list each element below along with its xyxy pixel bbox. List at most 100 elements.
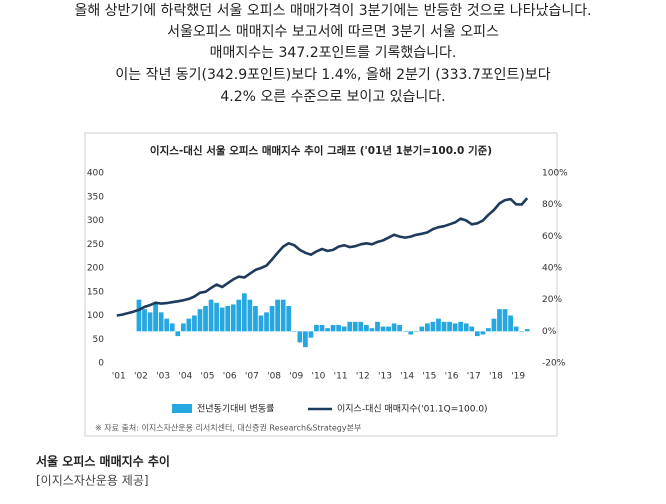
bar bbox=[297, 331, 303, 343]
article-line: 매매지수는 347.2포인트를 기록했습니다. bbox=[210, 45, 457, 61]
bar bbox=[425, 323, 430, 332]
bar bbox=[308, 331, 314, 338]
bar bbox=[508, 315, 513, 332]
bar bbox=[491, 318, 497, 332]
bar bbox=[319, 325, 325, 332]
bar bbox=[203, 306, 208, 332]
chart-frame bbox=[84, 132, 558, 437]
y-tick-label: 250 bbox=[87, 240, 104, 250]
bar bbox=[369, 328, 375, 332]
y-tick-label: 100 bbox=[87, 311, 104, 321]
x-tick-label: '10 bbox=[311, 372, 325, 382]
bar bbox=[375, 321, 380, 332]
bar bbox=[180, 323, 186, 332]
y-tick-label: 0 bbox=[98, 359, 104, 369]
bar bbox=[413, 331, 419, 332]
y2-tick-label: 40% bbox=[542, 264, 562, 274]
bar bbox=[247, 299, 253, 332]
y2-tick-label: 60% bbox=[542, 232, 562, 242]
bar bbox=[441, 321, 447, 332]
bar bbox=[497, 309, 502, 332]
x-tick-label: '13 bbox=[378, 372, 392, 382]
x-tick-label: '19 bbox=[511, 372, 525, 382]
y2-tick-label: 20% bbox=[542, 295, 562, 305]
bar bbox=[380, 326, 386, 332]
bar bbox=[391, 323, 397, 332]
bar bbox=[524, 329, 530, 332]
bar bbox=[230, 304, 236, 332]
bar bbox=[480, 331, 486, 335]
bar bbox=[142, 309, 147, 332]
x-tick-label: '18 bbox=[489, 372, 503, 382]
x-tick-label: '08 bbox=[267, 372, 281, 382]
bar bbox=[452, 323, 458, 332]
chart-title: 이지스-대신 서울 오피스 매매지수 추이 그래프 ('01년 1분기=100.… bbox=[150, 144, 492, 157]
bar bbox=[397, 325, 403, 332]
bar bbox=[253, 306, 258, 332]
bar bbox=[314, 325, 319, 332]
bar bbox=[197, 309, 203, 332]
y2-tick-label: -20% bbox=[542, 359, 566, 369]
bar bbox=[341, 326, 347, 332]
bar bbox=[463, 323, 469, 332]
bar bbox=[175, 331, 181, 337]
bar bbox=[408, 331, 414, 335]
bar bbox=[208, 299, 214, 332]
x-tick-label: '14 bbox=[400, 372, 414, 382]
article-line: 4.2% 오른 수준으로 보이고 있습니다. bbox=[220, 89, 445, 105]
x-tick-label: '07 bbox=[245, 372, 259, 382]
bar bbox=[158, 312, 164, 332]
y2-tick-label: 0% bbox=[542, 327, 557, 337]
bar bbox=[352, 321, 358, 332]
bar bbox=[513, 326, 519, 332]
caption-credit: [이지스자산운용 제공] bbox=[36, 474, 149, 488]
bar bbox=[164, 318, 170, 332]
bar bbox=[325, 328, 330, 332]
x-tick-label: '05 bbox=[201, 372, 215, 382]
bar bbox=[386, 326, 391, 332]
caption-title: 서울 오피스 매매지수 추이 bbox=[36, 454, 170, 469]
x-tick-label: '03 bbox=[156, 372, 170, 382]
article-line: 이는 작년 동기(342.9포인트)보다 1.4%, 올해 2분기 (333.7… bbox=[115, 67, 550, 83]
legend-swatch bbox=[172, 404, 192, 413]
bar bbox=[364, 325, 369, 332]
bar bbox=[258, 315, 264, 332]
bar bbox=[458, 321, 464, 332]
bar bbox=[280, 299, 286, 332]
bar bbox=[358, 321, 364, 332]
bar bbox=[286, 306, 292, 332]
bar bbox=[269, 306, 275, 332]
y-tick-label: 300 bbox=[87, 216, 104, 226]
bar bbox=[192, 315, 197, 332]
bar bbox=[486, 328, 491, 332]
bar bbox=[275, 299, 280, 332]
bar bbox=[347, 321, 353, 332]
bar bbox=[402, 331, 408, 332]
x-tick-label: '01 bbox=[112, 372, 126, 382]
x-tick-label: '15 bbox=[422, 372, 436, 382]
bar bbox=[136, 299, 142, 332]
bar bbox=[236, 299, 242, 332]
y-tick-label: 350 bbox=[87, 192, 104, 202]
x-tick-label: '09 bbox=[289, 372, 303, 382]
bar bbox=[291, 331, 297, 332]
bar bbox=[214, 302, 219, 332]
bar bbox=[436, 318, 441, 332]
bar bbox=[419, 326, 425, 332]
bar bbox=[519, 331, 525, 332]
y2-tick-label: 100% bbox=[542, 169, 568, 179]
bar bbox=[469, 326, 475, 332]
y2-tick-label: 80% bbox=[542, 200, 562, 210]
article-line: 올해 상반기에 하락했던 서울 오피스 매매가격이 3분기에는 반등한 것으로 … bbox=[74, 3, 591, 19]
bar bbox=[153, 302, 158, 332]
bar bbox=[264, 312, 269, 332]
x-tick-label: '02 bbox=[134, 372, 148, 382]
bar bbox=[502, 309, 508, 332]
y-tick-label: 50 bbox=[93, 335, 105, 345]
legend-label: 전년동기대비 변동률 bbox=[197, 404, 274, 415]
bar bbox=[147, 312, 153, 332]
bar bbox=[169, 323, 175, 332]
bar bbox=[430, 321, 436, 332]
bar bbox=[447, 321, 452, 332]
